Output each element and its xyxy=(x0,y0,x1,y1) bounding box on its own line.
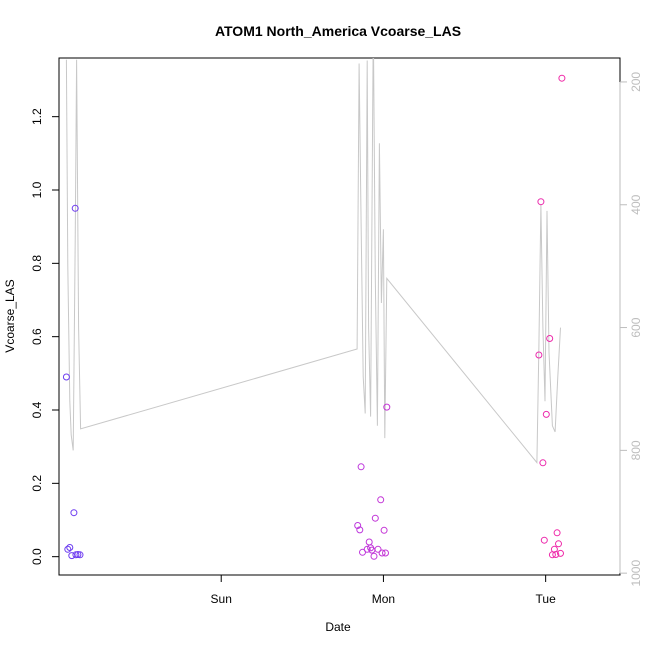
y-axis-left: 0.0 0.2 0.4 0.6 0.8 1.0 1.2 xyxy=(30,108,60,565)
data-point xyxy=(546,335,554,342)
y-tick-label: 1.2 xyxy=(30,108,44,125)
chart-title: ATOM1 North_America Vcoarse_LAS xyxy=(215,23,461,39)
data-point xyxy=(537,198,545,206)
x-tick-label: Sun xyxy=(211,592,232,606)
data-point xyxy=(539,459,547,467)
data-point xyxy=(553,529,561,537)
series-line xyxy=(65,58,561,464)
y2-tick-label: 600 xyxy=(629,317,643,337)
data-point xyxy=(552,551,560,558)
y-axis-right: 200 400 600 800 1000 xyxy=(619,72,643,587)
data-point xyxy=(558,74,566,82)
data-point xyxy=(62,373,70,381)
y-tick-label: 0.8 xyxy=(30,255,44,272)
data-point xyxy=(550,545,558,553)
data-point xyxy=(64,545,72,553)
y2-tick-label: 400 xyxy=(629,194,643,214)
data-point xyxy=(363,545,371,553)
x-axis: Sun Mon Tue xyxy=(211,574,557,606)
data-point xyxy=(380,526,388,534)
x-tick-label: Mon xyxy=(372,592,395,606)
series-line-layer xyxy=(65,58,561,464)
x-tick-label: Tue xyxy=(536,592,557,606)
data-point xyxy=(66,544,74,551)
data-point xyxy=(383,403,391,411)
data-point xyxy=(378,549,386,557)
y-tick-label: 0.0 xyxy=(30,548,44,565)
data-point xyxy=(71,204,79,212)
data-point xyxy=(382,549,389,557)
y-tick-label: 0.2 xyxy=(30,475,44,492)
y2-tick-label: 200 xyxy=(629,72,643,92)
y2-tick-label: 1000 xyxy=(629,560,643,587)
data-point xyxy=(357,463,365,471)
data-point xyxy=(557,549,564,557)
data-point xyxy=(370,552,378,560)
data-point xyxy=(377,496,385,504)
y-axis-label: Vcoarse_LAS xyxy=(3,279,17,352)
data-point xyxy=(540,536,548,544)
data-point xyxy=(371,514,379,522)
data-point xyxy=(555,540,562,548)
data-points-layer xyxy=(62,74,566,560)
data-point xyxy=(374,545,382,553)
data-point xyxy=(535,351,543,359)
data-point xyxy=(356,526,364,534)
x-axis-label: Date xyxy=(325,620,351,634)
y-tick-label: 1.0 xyxy=(30,181,44,198)
data-point xyxy=(76,551,84,559)
data-point xyxy=(70,509,78,517)
y-tick-label: 0.6 xyxy=(30,328,44,345)
data-point xyxy=(354,522,362,529)
y-tick-label: 0.4 xyxy=(30,401,44,418)
y2-tick-label: 800 xyxy=(629,440,643,460)
data-point xyxy=(542,410,550,418)
